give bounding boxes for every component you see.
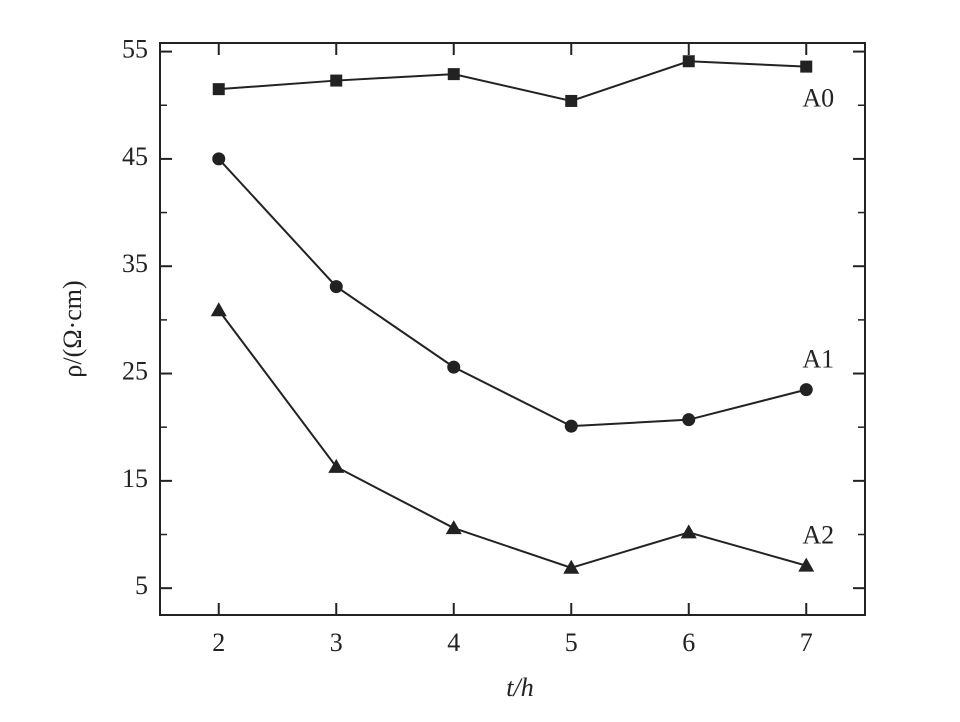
marker	[329, 280, 343, 294]
y-tick-label: 55	[122, 35, 148, 64]
x-tick-label: 3	[330, 628, 343, 657]
series-label: A2	[802, 521, 834, 550]
marker	[212, 83, 225, 96]
y-tick-label: 5	[135, 571, 148, 600]
marker	[798, 557, 815, 572]
y-tick-label: 15	[122, 464, 148, 493]
marker	[212, 152, 226, 166]
y-tick-label: 35	[122, 249, 148, 278]
marker	[330, 74, 343, 87]
marker	[800, 60, 813, 73]
series-line	[218, 158, 807, 428]
series-label: A0	[802, 84, 834, 113]
marker	[565, 94, 578, 107]
plot-frame	[159, 42, 866, 616]
marker	[445, 520, 462, 535]
y-tick-label: 45	[122, 142, 148, 171]
marker	[328, 458, 345, 473]
y-axis-label: ρ/(Ω·cm)	[58, 280, 87, 377]
y-tick-label: 25	[122, 357, 148, 386]
x-tick-label: 4	[447, 628, 460, 657]
marker	[447, 68, 460, 81]
marker	[563, 559, 580, 574]
marker	[564, 419, 578, 433]
x-tick-label: 2	[212, 628, 225, 657]
marker	[682, 413, 696, 427]
x-axis-label: t/h	[506, 673, 533, 702]
x-tick-label: 6	[682, 628, 695, 657]
marker	[680, 524, 697, 539]
x-tick-label: 5	[565, 628, 578, 657]
series-label: A1	[802, 345, 834, 374]
marker	[682, 55, 695, 68]
marker	[447, 360, 461, 374]
series-line	[218, 60, 807, 102]
x-tick-label: 7	[800, 628, 813, 657]
marker	[210, 302, 227, 317]
marker	[799, 383, 813, 397]
series-line	[217, 309, 807, 569]
